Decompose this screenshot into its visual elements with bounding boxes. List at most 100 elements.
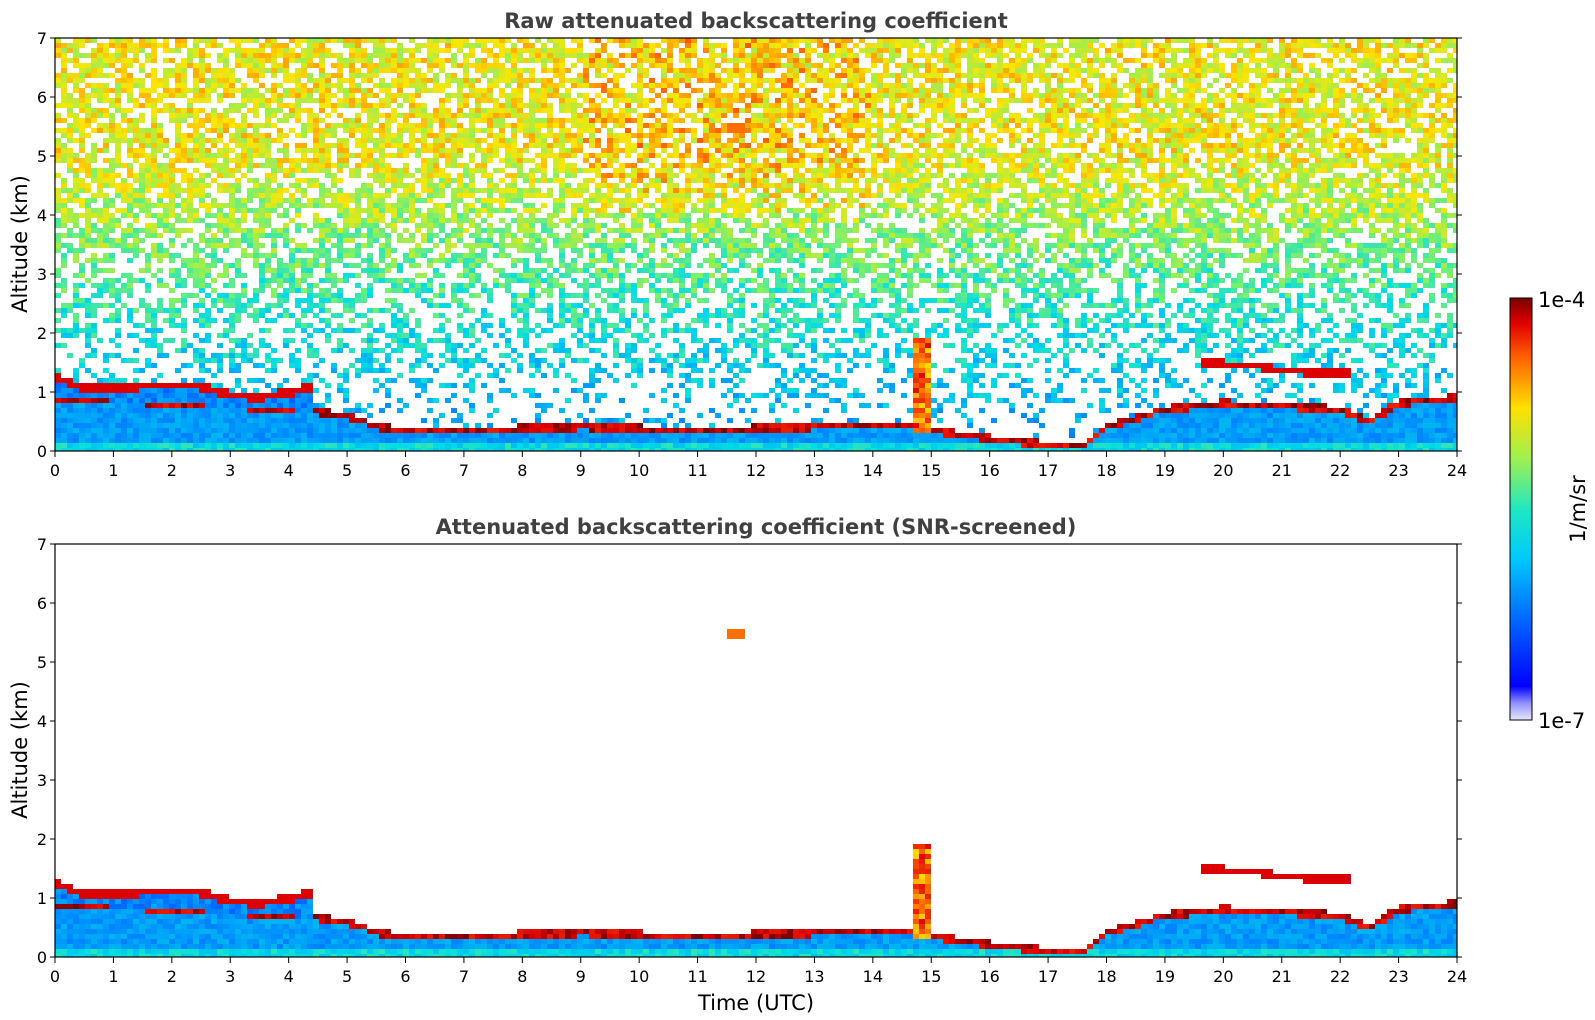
heatmap-cell [343,143,349,148]
heatmap-cell [577,433,583,438]
heatmap-cell [145,203,151,208]
heatmap-cell [415,68,421,73]
heatmap-cell [313,153,319,158]
heatmap-cell [175,393,181,398]
heatmap-cell [133,308,139,313]
heatmap-cell [175,63,181,68]
heatmap-cell [445,243,451,248]
heatmap-cell [373,238,379,243]
heatmap-cell [241,443,247,448]
heatmap-cell [571,423,577,428]
heatmap-cell [469,308,475,313]
heatmap-cell [55,273,61,278]
heatmap-cell [607,163,613,168]
heatmap-cell [307,423,313,428]
heatmap-cell [373,158,379,163]
heatmap-cell [475,233,481,238]
heatmap-cell [499,193,505,198]
heatmap-cell [175,78,181,83]
heatmap-cell [439,48,445,53]
heatmap-cell [229,123,235,128]
heatmap-cell [469,278,475,283]
heatmap-cell [175,268,181,273]
heatmap-cell [409,138,415,143]
heatmap-cell [223,153,229,158]
heatmap-cell [367,368,373,373]
heatmap-cell [199,298,205,303]
heatmap-cell [439,108,445,113]
heatmap-cell [463,78,469,83]
heatmap-cell [181,158,187,163]
heatmap-cell [319,288,325,293]
heatmap-cell [463,328,469,333]
heatmap-cell [319,138,325,143]
heatmap-cell [523,258,529,263]
heatmap-cell [79,413,85,418]
heatmap-cell [283,48,289,53]
heatmap-cell [415,58,421,63]
heatmap-cell [91,438,97,443]
heatmap-cell [589,443,595,448]
heatmap-cell [403,168,409,173]
heatmap-cell [565,193,571,198]
heatmap-cell [331,133,337,138]
heatmap-cell [109,258,115,263]
heatmap-cell [379,213,385,218]
heatmap-cell [499,333,505,338]
heatmap-cell [469,323,475,328]
heatmap-cell [283,263,289,268]
heatmap-cell [157,343,163,348]
heatmap-cell [337,373,343,378]
heatmap-cell [253,398,259,403]
heatmap-cell [607,118,613,123]
heatmap-cell [565,183,571,188]
heatmap-cell [151,398,157,403]
heatmap-cell [397,208,403,213]
heatmap-cell [379,103,385,108]
heatmap-cell [565,78,571,83]
heatmap-cell [613,323,619,328]
heatmap-cell [319,238,325,243]
heatmap-cell [523,218,529,223]
heatmap-cell [379,248,385,253]
heatmap-cell [235,318,241,323]
heatmap-cell [211,423,217,428]
heatmap-cell [313,248,319,253]
heatmap-cell [241,308,247,313]
heatmap-cell [409,48,415,53]
heatmap-cell [193,133,199,138]
heatmap-cell [181,133,187,138]
heatmap-cell [91,418,97,423]
heatmap-cell [103,173,109,178]
heatmap-cell [193,218,199,223]
heatmap-cell [313,328,319,333]
heatmap-cell [439,83,445,88]
heatmap-cell [121,383,127,388]
heatmap-cell [145,358,151,363]
heatmap-cell [121,228,127,233]
heatmap-cell [547,308,553,313]
heatmap-cell [541,408,547,413]
heatmap-cell [109,138,115,143]
heatmap-cell [217,238,223,243]
heatmap-cell [463,438,469,443]
heatmap-cell [187,238,193,243]
heatmap-cell [433,313,439,318]
heatmap-cell [403,83,409,88]
heatmap-cell [583,228,589,233]
heatmap-cell [475,208,481,213]
heatmap-cell [67,93,73,98]
heatmap-cell [613,168,619,173]
heatmap-cell [211,438,217,443]
heatmap-cell [85,168,91,173]
heatmap-cell [85,438,91,443]
heatmap-cell [457,413,463,418]
heatmap-cell [487,398,493,403]
heatmap-cell [217,98,223,103]
heatmap-cell [271,443,277,448]
heatmap-cell [451,393,457,398]
heatmap-cell [355,263,361,268]
heatmap-cell [367,113,373,118]
heatmap-cell [373,218,379,223]
heatmap-cell [295,43,301,48]
